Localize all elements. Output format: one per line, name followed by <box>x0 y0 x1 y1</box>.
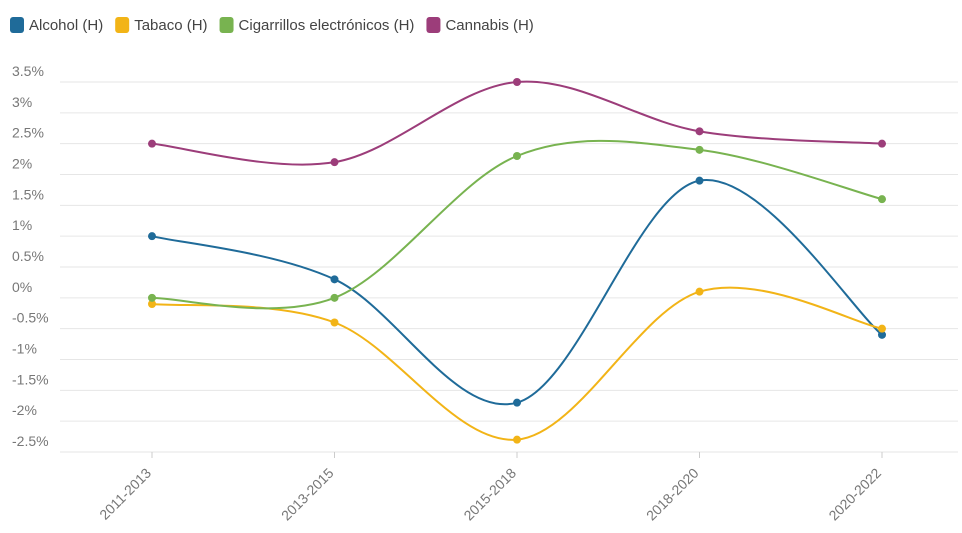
point <box>148 232 156 241</box>
point <box>513 435 521 444</box>
line <box>151 286 883 441</box>
point <box>148 300 156 308</box>
y-tick-label: -0.5% <box>12 310 49 326</box>
point <box>695 127 704 136</box>
y-tick-label: -2% <box>12 402 37 418</box>
x-tick-label: 2011-2013 <box>96 465 154 523</box>
x-tick-label: 2015-2018 <box>460 465 519 524</box>
legend-label: Alcohol (H) <box>29 17 103 34</box>
point <box>330 158 339 167</box>
point <box>513 398 521 407</box>
legend-item: Cigarrillos electrónicos (H) <box>219 17 415 34</box>
legend-label: Cannabis (H) <box>445 17 533 34</box>
legend-item: Alcohol (H) <box>10 17 103 34</box>
y-tick-label: -1% <box>12 341 37 357</box>
legend-swatch <box>219 17 234 33</box>
y-tick-label: 2.5% <box>12 125 44 141</box>
y-tick-label: 0.5% <box>12 248 44 264</box>
point <box>330 318 339 327</box>
point <box>513 152 521 160</box>
line <box>151 179 883 406</box>
point <box>513 78 521 86</box>
x-tick-label: 2018-2020 <box>643 465 702 524</box>
y-tick-label: -1.5% <box>12 371 49 387</box>
point <box>148 139 156 148</box>
point <box>695 176 704 185</box>
legend-item: Tabaco (H) <box>115 17 208 34</box>
point <box>695 287 704 296</box>
x-tick-label: 2020-2022 <box>825 465 884 524</box>
y-tick-label: 0% <box>12 279 32 295</box>
legend-swatch <box>10 17 24 33</box>
point <box>878 139 886 148</box>
point <box>878 330 886 339</box>
legend-swatch <box>426 17 441 33</box>
x-tick-label: 2013-2015 <box>278 465 337 524</box>
y-tick-label: 1.5% <box>12 186 44 202</box>
point <box>330 275 339 284</box>
y-tick-label: 3.5% <box>12 63 44 79</box>
point <box>878 324 886 333</box>
point <box>148 293 156 302</box>
line <box>151 139 883 310</box>
point <box>878 195 886 204</box>
y-tick-label: 1% <box>12 217 32 233</box>
legend-label: Cigarrillos electrónicos (H) <box>239 17 415 34</box>
point <box>330 293 339 302</box>
y-tick-label: 3% <box>12 94 32 110</box>
legend-label: Tabaco (H) <box>134 17 207 34</box>
legend-swatch <box>115 17 130 33</box>
y-tick-label: -2.5% <box>12 433 49 449</box>
y-tick-label: 2% <box>12 156 32 172</box>
point <box>695 145 704 154</box>
legend-item: Cannabis (H) <box>426 17 534 34</box>
